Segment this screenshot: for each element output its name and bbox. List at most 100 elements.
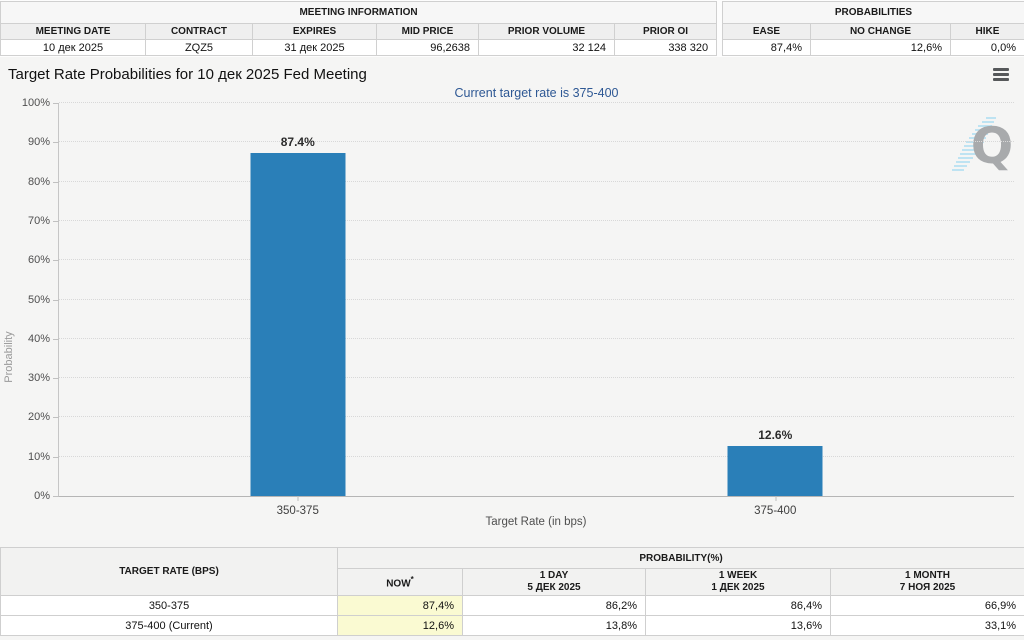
- chart-panel: Probability: [0, 57, 1024, 640]
- now-value: 87,4%: [337, 595, 463, 616]
- col-1-day: 1 DAY 5 ДЕК 2025: [462, 568, 646, 596]
- y-tick: [53, 456, 59, 458]
- col-expires: EXPIRES: [252, 23, 377, 40]
- meeting-info-table: MEETING INFORMATION MEETING DATE CONTRAC…: [0, 1, 718, 56]
- col-mid-price: MID PRICE: [376, 23, 479, 40]
- rate-label: 350-375: [0, 595, 338, 616]
- bar-350-375[interactable]: 87.4% 350-375: [250, 135, 346, 517]
- mid-price-value: 96,2638: [376, 39, 479, 56]
- meeting-date-value: 10 дек 2025: [0, 39, 146, 56]
- col-1-week: 1 WEEK 1 ДЕК 2025: [645, 568, 831, 596]
- day-value: 13,8%: [462, 615, 646, 636]
- y-tick-label: 40%: [27, 332, 50, 345]
- probability-history-table: TARGET RATE (BPS) PROBABILITY(%) NOW* 1 …: [0, 547, 1024, 636]
- meeting-info-row: 10 дек 2025 ZQZ5 31 дек 2025 96,2638 32 …: [0, 39, 718, 56]
- gridline-20%: [59, 416, 1014, 418]
- col-ease: EASE: [722, 23, 811, 40]
- col-no-change: NO CHANGE: [810, 23, 951, 40]
- x-tick: [297, 496, 299, 501]
- quikstrike-q-watermark-icon: Q: [948, 112, 1018, 176]
- gridline-90%: [59, 141, 1014, 143]
- y-tick: [53, 417, 59, 419]
- rate-label: 375-400 (Current): [0, 615, 338, 636]
- hamburger-bar: [993, 68, 1009, 71]
- probabilities-title: PROBABILITIES: [722, 1, 1024, 24]
- contract-value: ZQZ5: [145, 39, 253, 56]
- y-tick: [53, 220, 59, 222]
- bar-fill[interactable]: [727, 446, 823, 496]
- y-tick: [53, 338, 59, 340]
- bar-375-400[interactable]: 12.6% 375-400: [727, 428, 823, 517]
- gridline-40%: [59, 337, 1014, 339]
- y-tick-label: 0%: [34, 490, 50, 502]
- y-tick: [53, 103, 59, 104]
- history-row-350-375: 350-375 87,4% 86,2% 86,4% 66,9%: [0, 595, 1024, 616]
- y-tick: [53, 378, 59, 380]
- hamburger-bar: [993, 73, 1009, 76]
- history-row-375-400: 375-400 (Current) 12,6% 13,8% 13,6% 33,1…: [0, 615, 1024, 636]
- y-tick: [53, 181, 59, 183]
- top-summary-strip: MEETING INFORMATION MEETING DATE CONTRAC…: [0, 0, 1024, 58]
- gridline-60%: [59, 259, 1014, 261]
- y-tick-label: 60%: [27, 254, 50, 267]
- col-hike: HIKE: [950, 23, 1024, 40]
- y-tick-label: 100%: [21, 97, 50, 109]
- col-contract: CONTRACT: [145, 23, 253, 40]
- y-tick: [53, 142, 59, 144]
- watermark-letter: Q: [971, 117, 1014, 175]
- prior-volume-value: 32 124: [478, 39, 615, 56]
- y-tick: [53, 260, 59, 262]
- gridline-50%: [59, 298, 1014, 300]
- chart-subtitle: Current target rate is 375-400: [454, 86, 619, 100]
- bar-value-label: 87.4%: [280, 134, 315, 149]
- hamburger-menu-icon[interactable]: [993, 68, 1011, 83]
- meeting-info-header-row: MEETING DATE CONTRACT EXPIRES MID PRICE …: [0, 23, 718, 40]
- y-tick-label: 70%: [27, 214, 50, 227]
- ease-value: 87,4%: [722, 39, 811, 56]
- month-value: 66,9%: [829, 595, 1024, 616]
- week-value: 86,4%: [645, 595, 831, 616]
- expires-value: 31 дек 2025: [252, 39, 377, 56]
- probabilities-row: 87,4% 12,6% 0,0%: [722, 39, 1024, 56]
- y-tick-label: 10%: [27, 450, 50, 463]
- gridline-100%: [59, 102, 1014, 103]
- gridline-30%: [59, 377, 1014, 379]
- hike-value: 0,0%: [950, 39, 1024, 56]
- x-tick: [775, 496, 777, 501]
- probabilities-table: PROBABILITIES EASE NO CHANGE HIKE 87,4% …: [722, 1, 1024, 56]
- x-category-label: 350-375: [276, 505, 319, 517]
- now-value: 12,6%: [337, 615, 463, 636]
- col-meeting-date: MEETING DATE: [0, 23, 146, 40]
- y-tick-label: 20%: [27, 411, 50, 424]
- x-axis-title: Target Rate (in bps): [485, 516, 587, 528]
- no-change-value: 12,6%: [810, 39, 951, 56]
- y-tick: [53, 299, 59, 301]
- col-1-month: 1 MONTH 7 НОЯ 2025: [829, 568, 1024, 596]
- chart-plot: 0% 10% 20% 30% 40% 50% 60% 70% 80% 90% 100% 87.4% 35…: [22, 97, 1014, 517]
- col-now: NOW*: [337, 568, 463, 596]
- x-category-label: 375-400: [754, 505, 797, 517]
- page-title: Target Rate Probabilities for 10 дек 202…: [8, 66, 367, 83]
- y-tick: [53, 496, 59, 497]
- probability-group-header: PROBABILITY(%): [336, 547, 1024, 569]
- month-value: 33,1%: [829, 615, 1024, 636]
- prior-oi-value: 338 320: [613, 39, 718, 56]
- col-prior-oi: PRIOR OI: [613, 23, 718, 40]
- hamburger-bar: [993, 78, 1009, 81]
- y-tick-label: 90%: [27, 136, 50, 149]
- rate-column-header: TARGET RATE (BPS): [0, 547, 338, 596]
- y-tick-label: 50%: [27, 293, 50, 306]
- day-value: 86,2%: [462, 595, 646, 616]
- history-subheader-row: NOW* 1 DAY 5 ДЕК 2025 1 WEEK 1 ДЕК 2025 …: [1, 568, 1024, 596]
- probabilities-header-row: EASE NO CHANGE HIKE: [722, 23, 1024, 40]
- gridline-10%: [59, 455, 1014, 457]
- y-tick-label: 30%: [27, 372, 50, 385]
- gridline-80%: [59, 180, 1014, 182]
- gridline-70%: [59, 219, 1014, 221]
- bar-fill[interactable]: [250, 152, 346, 496]
- meeting-info-title: MEETING INFORMATION: [0, 1, 718, 24]
- col-prior-volume: PRIOR VOLUME: [478, 23, 615, 40]
- bar-value-label: 12.6%: [758, 428, 793, 443]
- y-tick-label: 80%: [27, 175, 50, 188]
